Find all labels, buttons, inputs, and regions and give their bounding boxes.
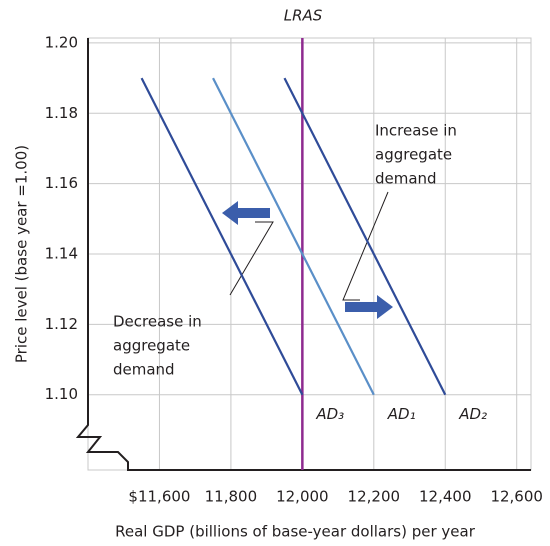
chart-title: LRAS [284, 7, 323, 25]
decrease-pointer [229, 221, 274, 296]
series-label: AD₁ [387, 405, 416, 423]
annotation: demand [375, 170, 437, 188]
decrease-arrow [222, 201, 270, 225]
y-tick-label: 1.20 [45, 33, 78, 51]
x-tick-label: 12,600 [490, 488, 543, 506]
y-tick-label: 1.14 [45, 245, 78, 263]
x-tick-label: 12,400 [419, 488, 472, 506]
annotation: demand [113, 361, 175, 379]
y-tick-label: 1.16 [45, 174, 78, 192]
y-tick-label: 1.10 [45, 385, 78, 403]
x-tick-label: 11,800 [205, 488, 258, 506]
annotation: aggregate [113, 337, 190, 355]
ad-curve [140, 77, 304, 396]
increase-pointer [342, 191, 389, 301]
annotation: aggregate [375, 146, 452, 164]
series-label: AD₂ [458, 405, 487, 423]
y-tick-label: 1.18 [45, 104, 78, 122]
x-tick-label: $11,600 [128, 488, 190, 506]
series-label: AD₃ [315, 405, 344, 423]
x-tick-label: 12,200 [348, 488, 401, 506]
axis-lines [75, 38, 531, 471]
x-tick-label: 12,000 [276, 488, 329, 506]
annotation: Increase in [375, 122, 457, 140]
y-tick-label: 1.12 [45, 315, 78, 333]
y-axis-label: Price level (base year =1.00) [13, 145, 31, 363]
x-axis-label: Real GDP (billions of base-year dollars)… [115, 523, 476, 541]
ad-curve [283, 77, 447, 396]
increase-arrow [345, 295, 393, 319]
annotation: Decrease in [113, 313, 202, 331]
ad-curve [212, 77, 375, 396]
